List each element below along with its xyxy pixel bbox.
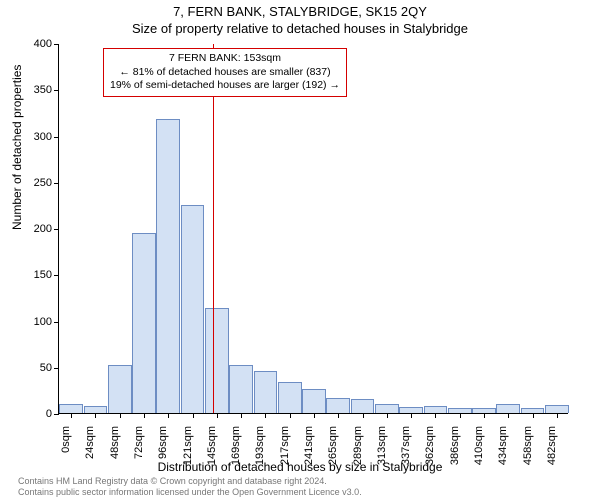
y-tick-label: 350 <box>34 84 52 96</box>
x-tick <box>557 413 558 418</box>
annotation-box: 7 FERN BANK: 153sqm ← 81% of detached ho… <box>103 48 347 97</box>
x-tick <box>484 413 485 418</box>
x-tick <box>71 413 72 418</box>
x-tick <box>338 413 339 418</box>
histogram-bar <box>108 365 132 413</box>
plot-area <box>58 44 568 414</box>
y-tick <box>54 322 59 323</box>
histogram-bar <box>156 119 180 413</box>
x-tick <box>168 413 169 418</box>
histogram-bar <box>229 365 253 413</box>
footer-line-2: Contains public sector information licen… <box>18 487 362 498</box>
histogram-bar <box>326 398 350 413</box>
annotation-line-1: 7 FERN BANK: 153sqm <box>110 52 340 66</box>
chart-title: Size of property relative to detached ho… <box>0 19 600 36</box>
x-tick <box>95 413 96 418</box>
y-tick <box>54 229 59 230</box>
y-tick-label: 200 <box>34 223 52 235</box>
x-tick <box>120 413 121 418</box>
histogram-bar <box>375 404 399 413</box>
x-tick <box>363 413 364 418</box>
histogram-bar <box>351 399 375 413</box>
y-tick-label: 300 <box>34 131 52 143</box>
histogram-bar <box>496 404 520 413</box>
y-tick-label: 50 <box>40 362 52 374</box>
histogram-bar <box>424 406 448 413</box>
footer: Contains HM Land Registry data © Crown c… <box>18 476 362 498</box>
histogram-bar <box>84 406 108 413</box>
y-tick <box>54 183 59 184</box>
y-tick-label: 400 <box>34 38 52 50</box>
x-tick <box>241 413 242 418</box>
histogram-bar <box>205 308 229 413</box>
y-tick <box>54 90 59 91</box>
x-tick <box>144 413 145 418</box>
x-tick <box>411 413 412 418</box>
y-tick-label: 250 <box>34 177 52 189</box>
histogram-bar <box>545 405 569 413</box>
x-tick <box>290 413 291 418</box>
y-tick <box>54 44 59 45</box>
annotation-line-2: ← 81% of detached houses are smaller (83… <box>110 66 340 80</box>
y-axis-title: Number of detached properties <box>10 65 24 230</box>
y-tick <box>54 137 59 138</box>
y-tick-label: 150 <box>34 269 52 281</box>
histogram-bar <box>181 205 205 413</box>
y-tick-label: 100 <box>34 316 52 328</box>
x-tick <box>217 413 218 418</box>
histogram-bar <box>278 382 302 413</box>
x-tick <box>265 413 266 418</box>
x-axis-title: Distribution of detached houses by size … <box>0 460 600 474</box>
histogram-bar <box>302 389 326 413</box>
x-tick <box>314 413 315 418</box>
y-tick <box>54 275 59 276</box>
y-tick <box>54 368 59 369</box>
x-tick <box>508 413 509 418</box>
x-tick <box>435 413 436 418</box>
histogram-bar <box>59 404 83 413</box>
page-title: 7, FERN BANK, STALYBRIDGE, SK15 2QY <box>0 0 600 19</box>
x-tick <box>533 413 534 418</box>
chart: 050100150200250300350400 0sqm24sqm48sqm7… <box>58 44 568 414</box>
footer-line-1: Contains HM Land Registry data © Crown c… <box>18 476 362 487</box>
annotation-line-3: 19% of semi-detached houses are larger (… <box>110 79 340 93</box>
x-tick <box>387 413 388 418</box>
histogram-bar <box>254 371 278 413</box>
y-tick <box>54 414 59 415</box>
y-tick-label: 0 <box>46 408 52 420</box>
x-tick <box>460 413 461 418</box>
x-tick <box>193 413 194 418</box>
reference-line <box>213 44 214 413</box>
histogram-bar <box>132 233 156 413</box>
